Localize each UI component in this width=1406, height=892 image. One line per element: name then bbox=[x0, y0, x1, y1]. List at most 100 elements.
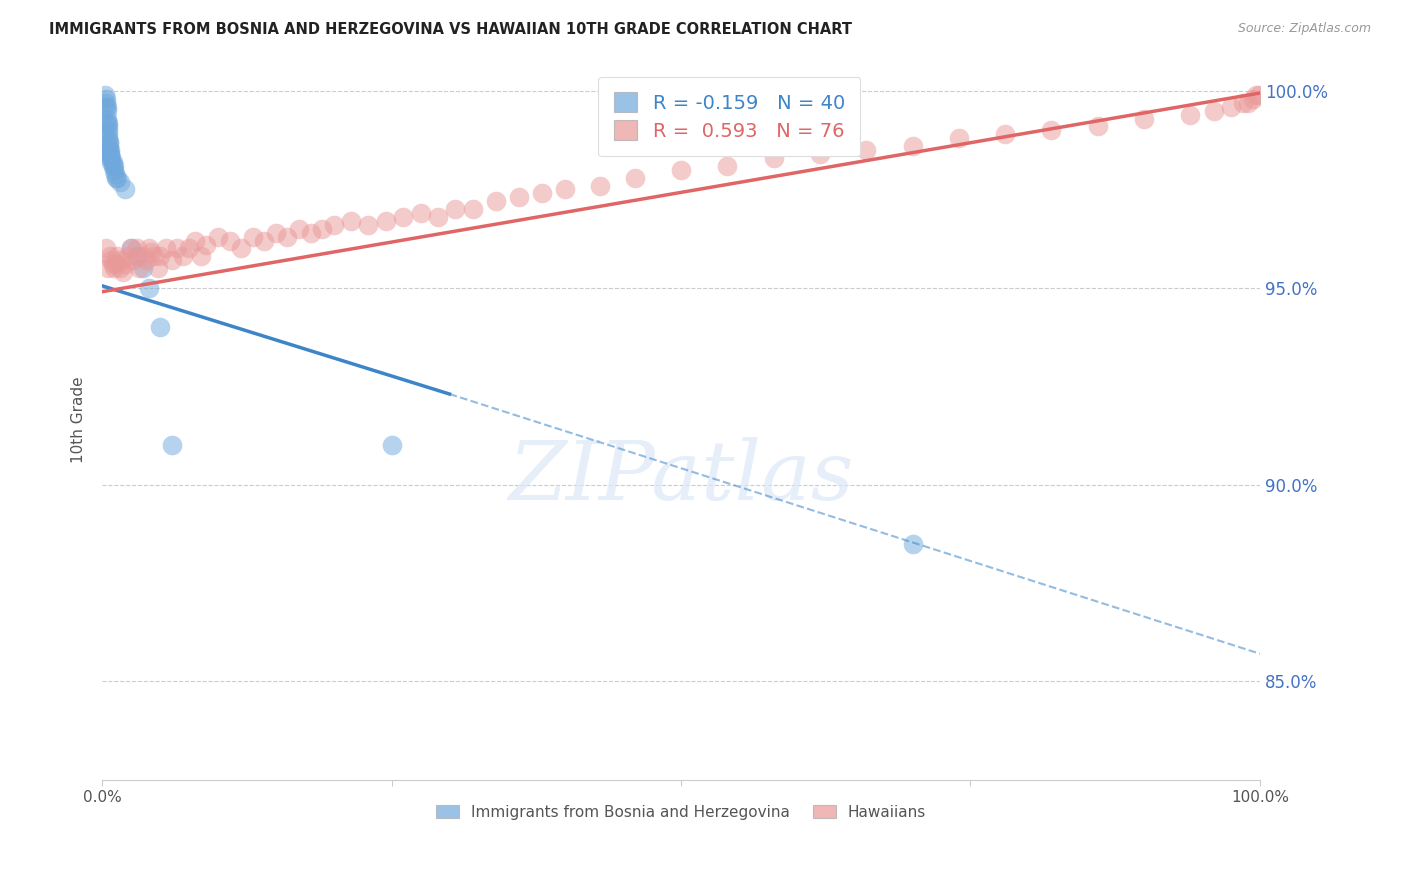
Point bbox=[138, 281, 160, 295]
Point bbox=[97, 131, 120, 145]
Point bbox=[96, 103, 118, 118]
Point bbox=[242, 229, 264, 244]
Point bbox=[94, 95, 117, 110]
Point bbox=[1232, 95, 1254, 110]
Point bbox=[104, 167, 127, 181]
Point bbox=[177, 242, 200, 256]
Point bbox=[253, 234, 276, 248]
Point bbox=[103, 159, 125, 173]
Point bbox=[276, 229, 298, 244]
Point bbox=[231, 242, 253, 256]
Point bbox=[98, 139, 121, 153]
Point bbox=[172, 249, 194, 263]
Point bbox=[105, 170, 128, 185]
Point bbox=[901, 139, 924, 153]
Point bbox=[100, 154, 122, 169]
Point bbox=[311, 221, 333, 235]
Point bbox=[128, 261, 150, 276]
Point bbox=[589, 178, 612, 193]
Point bbox=[96, 100, 118, 114]
Point bbox=[97, 128, 120, 142]
Text: IMMIGRANTS FROM BOSNIA AND HERZEGOVINA VS HAWAIIAN 10TH GRADE CORRELATION CHART: IMMIGRANTS FROM BOSNIA AND HERZEGOVINA V… bbox=[49, 22, 852, 37]
Point bbox=[96, 112, 118, 126]
Point bbox=[299, 226, 322, 240]
Point bbox=[554, 182, 576, 196]
Text: Source: ZipAtlas.com: Source: ZipAtlas.com bbox=[1237, 22, 1371, 36]
Point bbox=[138, 242, 160, 256]
Point bbox=[125, 242, 148, 256]
Point bbox=[94, 92, 117, 106]
Point bbox=[322, 218, 344, 232]
Point bbox=[623, 170, 645, 185]
Point bbox=[901, 536, 924, 550]
Point bbox=[1241, 92, 1264, 106]
Point bbox=[426, 210, 449, 224]
Point bbox=[1246, 88, 1268, 103]
Point bbox=[392, 210, 415, 224]
Point bbox=[218, 234, 240, 248]
Point bbox=[531, 186, 554, 201]
Point bbox=[808, 147, 831, 161]
Point bbox=[98, 135, 121, 149]
Point bbox=[97, 120, 120, 134]
Point bbox=[166, 242, 188, 256]
Point bbox=[100, 253, 122, 268]
Point bbox=[340, 214, 363, 228]
Point bbox=[100, 151, 122, 165]
Point bbox=[125, 249, 148, 263]
Point bbox=[143, 249, 166, 263]
Point bbox=[184, 234, 207, 248]
Point bbox=[994, 128, 1017, 142]
Point bbox=[1202, 103, 1225, 118]
Point bbox=[120, 242, 142, 256]
Point bbox=[508, 190, 530, 204]
Point bbox=[97, 261, 120, 276]
Point bbox=[120, 242, 142, 256]
Point bbox=[98, 143, 121, 157]
Point bbox=[117, 249, 139, 263]
Point bbox=[160, 438, 183, 452]
Point bbox=[948, 131, 970, 145]
Point bbox=[1237, 95, 1260, 110]
Point bbox=[98, 143, 121, 157]
Point bbox=[98, 151, 121, 165]
Point bbox=[132, 249, 155, 263]
Point bbox=[1040, 123, 1063, 137]
Point bbox=[762, 151, 785, 165]
Point bbox=[409, 206, 432, 220]
Point bbox=[98, 147, 121, 161]
Point bbox=[105, 170, 128, 185]
Y-axis label: 10th Grade: 10th Grade bbox=[72, 376, 86, 463]
Point bbox=[1087, 120, 1109, 134]
Point bbox=[135, 253, 157, 268]
Point bbox=[101, 154, 124, 169]
Point bbox=[149, 249, 172, 263]
Point bbox=[94, 242, 117, 256]
Point bbox=[146, 261, 169, 276]
Point bbox=[105, 257, 128, 271]
Point bbox=[381, 438, 404, 452]
Point bbox=[103, 261, 125, 276]
Point bbox=[1180, 108, 1202, 122]
Point bbox=[155, 242, 177, 256]
Point bbox=[264, 226, 287, 240]
Point bbox=[190, 249, 212, 263]
Point bbox=[207, 229, 229, 244]
Point bbox=[105, 249, 128, 263]
Point bbox=[93, 88, 115, 103]
Point bbox=[97, 115, 120, 129]
Point bbox=[122, 253, 145, 268]
Point bbox=[160, 253, 183, 268]
Point bbox=[374, 214, 396, 228]
Text: ZIPatlas: ZIPatlas bbox=[509, 437, 853, 517]
Point bbox=[108, 261, 131, 276]
Point bbox=[132, 261, 155, 276]
Point bbox=[669, 162, 692, 177]
Point bbox=[98, 147, 121, 161]
Point bbox=[112, 265, 135, 279]
Point bbox=[357, 218, 380, 232]
Point bbox=[94, 100, 117, 114]
Point bbox=[139, 245, 162, 260]
Point bbox=[96, 115, 118, 129]
Point bbox=[485, 194, 508, 209]
